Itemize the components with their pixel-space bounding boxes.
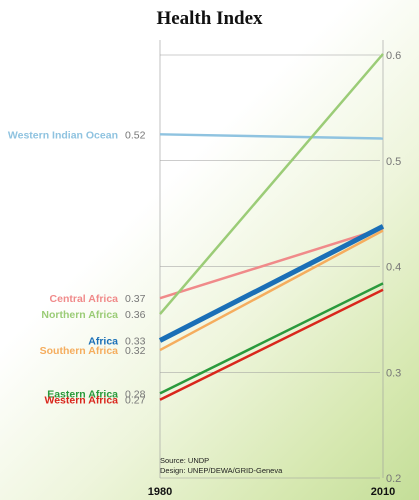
series-line [158, 224, 385, 343]
series-line [159, 229, 384, 352]
series-line [159, 53, 384, 315]
series-value-label: 0.32 [125, 345, 146, 357]
series-label: Africa [88, 336, 118, 348]
series-label: Southern Africa [40, 345, 119, 357]
source-note: Source: UNDP Design: UNEP/DEWA/GRID-Gene… [160, 456, 282, 476]
chart-title: Health Index [156, 8, 263, 29]
y-tick-label: 0.2 [386, 473, 401, 485]
y-tick-label: 0.4 [386, 262, 401, 274]
series-value-label: 0.28 [125, 388, 146, 400]
series-line [159, 282, 384, 395]
series-line [159, 288, 384, 401]
series-line [159, 227, 384, 300]
series-label: Northern Africa [41, 309, 118, 321]
source-line: Source: UNDP [160, 456, 210, 465]
series-label: Western Africa [44, 395, 118, 407]
x-tick-label: 2010 [371, 486, 395, 498]
y-tick-label: 0.5 [386, 156, 401, 168]
y-tick-label: 0.6 [386, 50, 401, 62]
series-value-label: 0.52 [125, 129, 146, 141]
y-tick-label: 0.3 [386, 367, 401, 379]
series-value-label: 0.37 [125, 293, 146, 305]
x-tick-label: 1980 [148, 486, 172, 498]
series-label: Central Africa [50, 293, 119, 305]
series-label: Eastern Africa [47, 388, 118, 400]
series-line [159, 133, 384, 140]
design-line: Design: UNEP/DEWA/GRID-Geneva [160, 466, 283, 475]
series-value-label: 0.33 [125, 336, 146, 348]
series-value-label: 0.27 [125, 395, 146, 407]
series-label: Western Indian Ocean [8, 129, 118, 141]
series-value-label: 0.36 [125, 309, 146, 321]
